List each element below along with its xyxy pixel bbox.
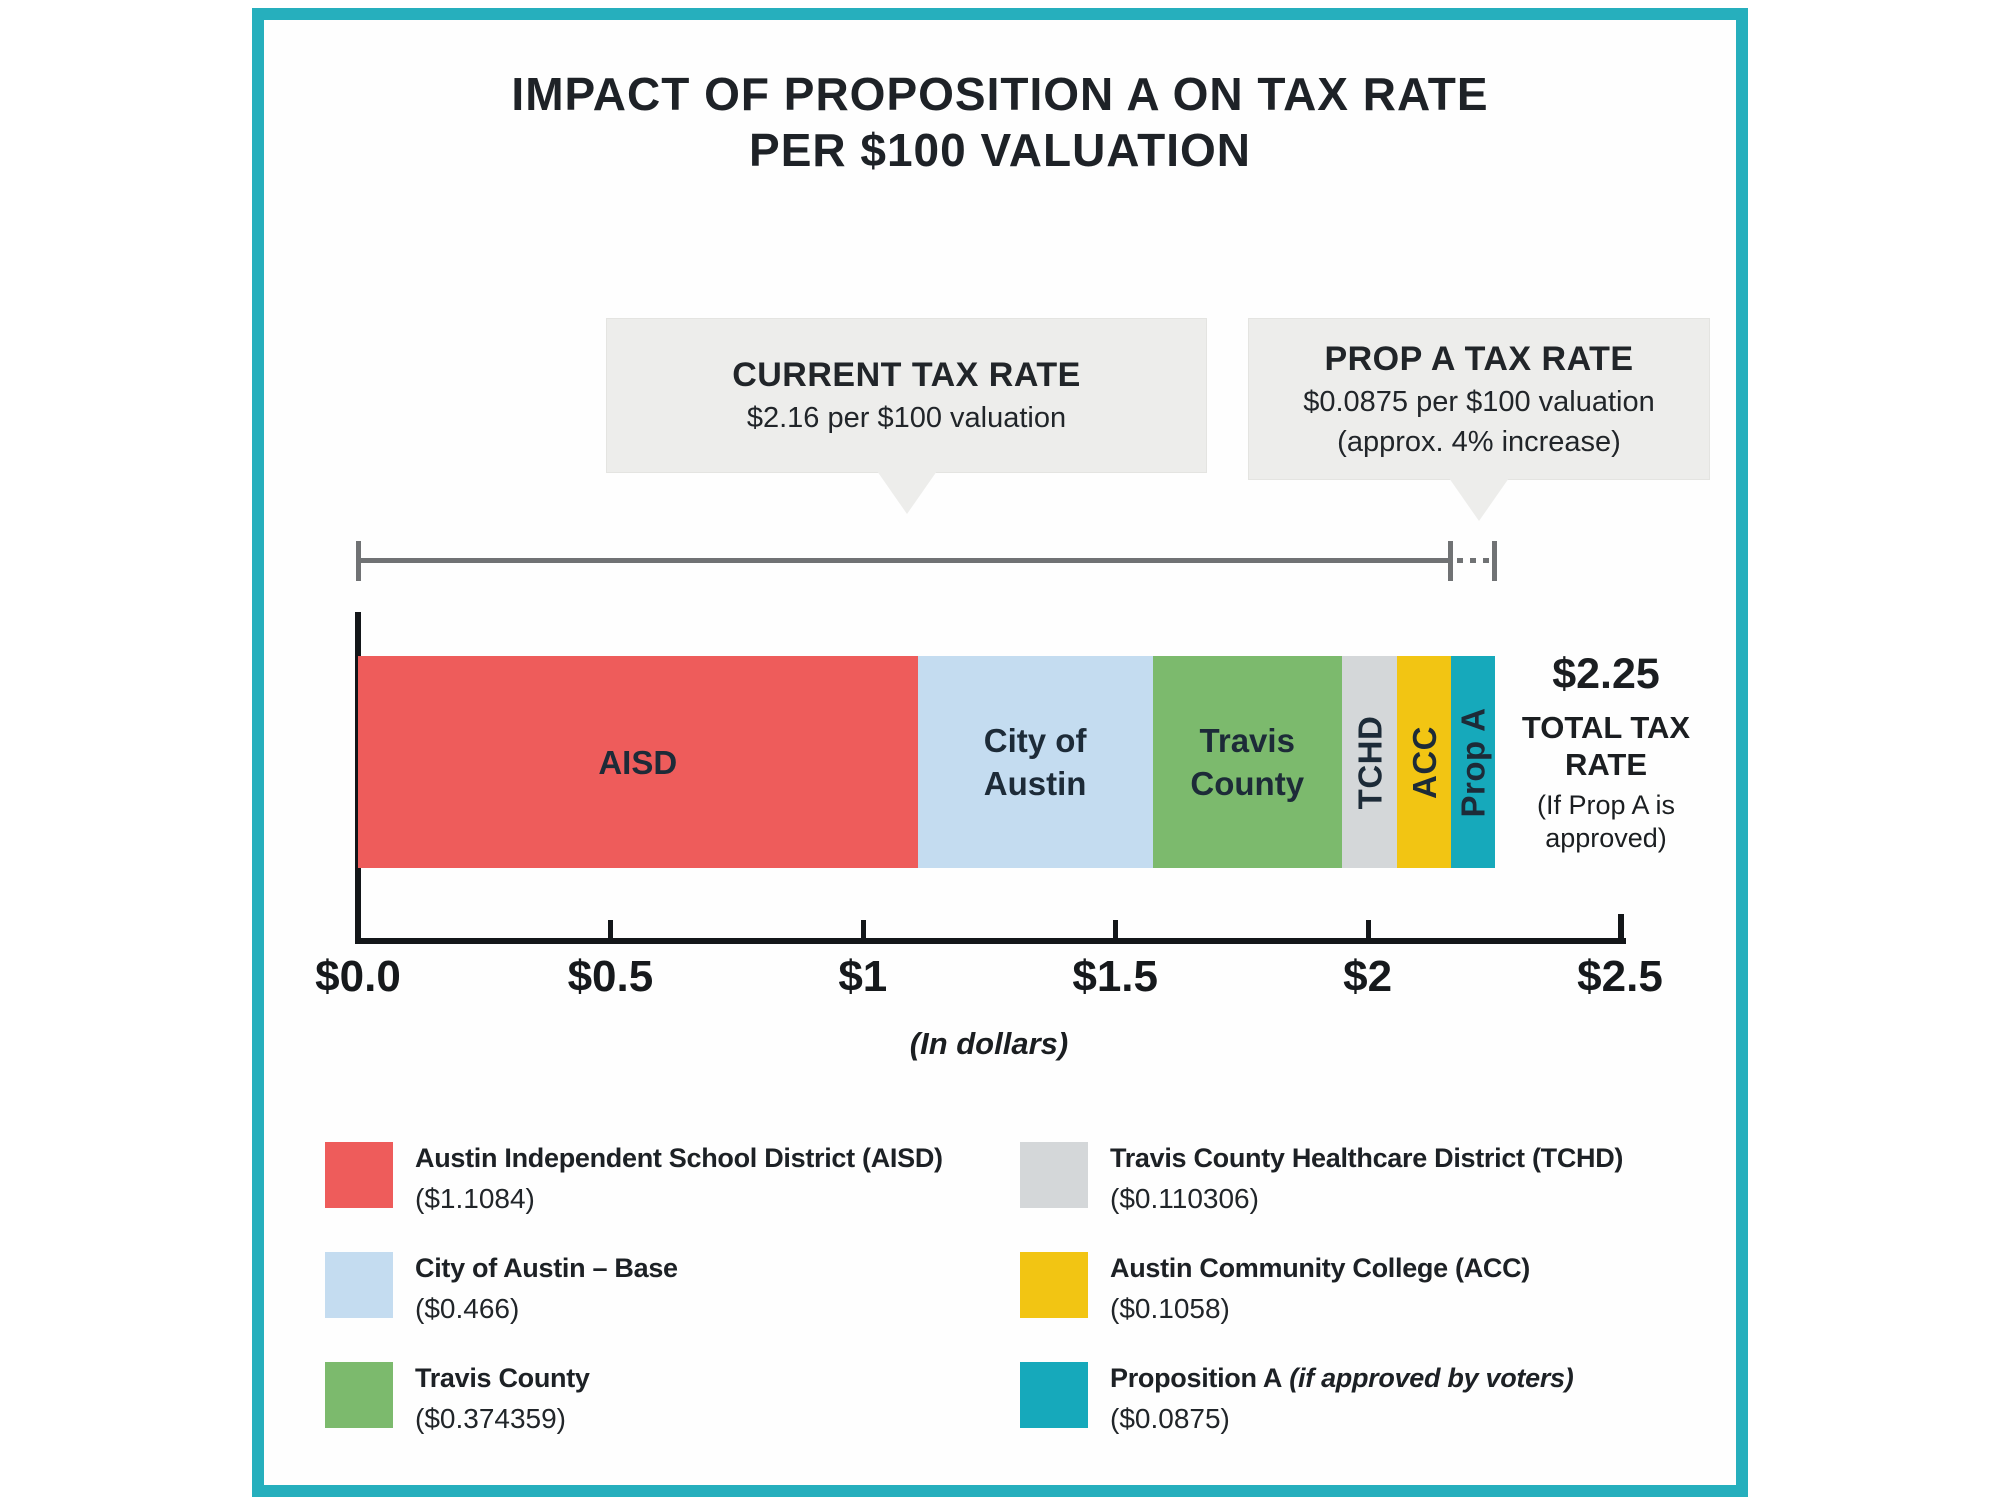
legend-column-right: Travis County Healthcare District (TCHD)… bbox=[1020, 1142, 1623, 1435]
bar-segment-prop-a: Prop A bbox=[1450, 656, 1495, 868]
infographic-card: IMPACT OF PROPOSITION A ON TAX RATE PER … bbox=[252, 8, 1748, 1497]
legend-label-city-of-austin: City of Austin – Base bbox=[415, 1253, 678, 1283]
prop-a-tax-rate-note: (approx. 4% increase) bbox=[1337, 425, 1621, 458]
current-tax-rate-detail: $2.16 per $100 valuation bbox=[746, 402, 1067, 434]
legend-column-left: Austin Independent School District (AISD… bbox=[325, 1142, 943, 1435]
stacked-tax-bar: AISD City of Austin Travis County TCHD ACC Prop… bbox=[358, 656, 1495, 868]
x-axis-ticklabel: $0.5 bbox=[567, 952, 654, 1001]
bar-segment-travis-county: Travis County bbox=[1152, 656, 1342, 868]
bracket-dotted-extension bbox=[1456, 558, 1489, 563]
legend-value-travis-county: ($0.374359) bbox=[415, 1403, 567, 1434]
bar-segment-acc: ACC bbox=[1397, 656, 1451, 868]
legend-item-travis-county: Travis County ($0.374359) bbox=[325, 1362, 943, 1435]
legend-label-travis-county: Travis County bbox=[415, 1363, 590, 1393]
x-axis-ticklabel: $2 bbox=[1343, 952, 1393, 1001]
legend-value-tchd: ($0.110306) bbox=[1110, 1183, 1259, 1214]
x-axis-tick-0.5 bbox=[608, 920, 614, 938]
legend-label-aisd: Austin Independent School District (AISD… bbox=[415, 1143, 943, 1173]
prop-a-tax-rate-heading: PROP A TAX RATE bbox=[1324, 339, 1634, 378]
bracket-current-rate-cap bbox=[1447, 541, 1453, 581]
prop-a-tax-rate-callout: PROP A TAX RATE $0.0875 per $100 valuati… bbox=[1248, 318, 1710, 480]
x-axis-ticklabel: $0.0 bbox=[315, 952, 401, 1001]
legend-item-aisd: Austin Independent School District (AISD… bbox=[325, 1142, 943, 1215]
current-tax-rate-callout: CURRENT TAX RATE $2.16 per $100 valuatio… bbox=[606, 318, 1207, 473]
x-axis-ticklabel: $1 bbox=[838, 952, 888, 1001]
total-tax-rate-label: TOTAL TAX RATE bbox=[1521, 710, 1691, 782]
legend-label-prop-a: Proposition A (if approved by voters) bbox=[1110, 1363, 1574, 1393]
bar-segment-label-city-of-austin: City of Austin bbox=[983, 722, 1087, 802]
bar-segment-aisd: AISD bbox=[358, 656, 918, 868]
legend-swatch-city-of-austin bbox=[325, 1252, 393, 1318]
x-axis-ticklabel: $1.5 bbox=[1072, 952, 1159, 1001]
x-axis-line bbox=[355, 938, 1626, 944]
x-axis-ticklabel: $2.5 bbox=[1577, 952, 1663, 1001]
prop-a-tax-rate-detail: $0.0875 per $100 valuation bbox=[1303, 385, 1655, 418]
legend-item-tchd: Travis County Healthcare District (TCHD)… bbox=[1020, 1142, 1623, 1215]
x-axis-tick-1.5 bbox=[1113, 920, 1119, 938]
legend-value-prop-a: ($0.0875) bbox=[1110, 1403, 1230, 1434]
bar-segment-label-travis-county: Travis County bbox=[1190, 722, 1305, 802]
legend-text-travis-county: Travis County ($0.374359) bbox=[415, 1362, 590, 1435]
bracket-left-cap bbox=[356, 541, 361, 581]
legend-text-tchd: Travis County Healthcare District (TCHD)… bbox=[1110, 1142, 1623, 1215]
legend-label-tchd: Travis County Healthcare District (TCHD) bbox=[1110, 1143, 1624, 1173]
x-axis-tick-1 bbox=[860, 920, 866, 938]
legend-text-acc: Austin Community College (ACC) ($0.1058) bbox=[1110, 1252, 1530, 1325]
bracket-solid-line bbox=[358, 558, 1451, 563]
page-title-line-1: IMPACT OF PROPOSITION A ON TAX RATE bbox=[511, 68, 1489, 120]
legend-item-city-of-austin: City of Austin – Base ($0.466) bbox=[325, 1252, 943, 1325]
bar-segment-label-prop-a: Prop A bbox=[1454, 707, 1492, 817]
legend-text-prop-a: Proposition A (if approved by voters) ($0… bbox=[1110, 1362, 1574, 1435]
legend-value-city-of-austin: ($0.466) bbox=[415, 1293, 520, 1324]
legend-text-aisd: Austin Independent School District (AISD… bbox=[415, 1142, 943, 1215]
legend-swatch-acc bbox=[1020, 1252, 1088, 1318]
bar-segment-label-aisd: AISD bbox=[598, 743, 678, 781]
legend-item-prop-a: Proposition A (if approved by voters) ($0… bbox=[1020, 1362, 1623, 1435]
total-tax-rate-block: $2.25 TOTAL TAX RATE (If Prop A is appro… bbox=[1500, 650, 1712, 855]
legend-swatch-prop-a bbox=[1020, 1362, 1088, 1428]
bracket-prop-a-cap bbox=[1491, 541, 1497, 581]
x-axis-tick-2 bbox=[1365, 920, 1371, 938]
current-tax-rate-heading: CURRENT TAX RATE bbox=[732, 356, 1081, 394]
total-tax-rate-amount: $2.25 bbox=[1552, 650, 1660, 698]
legend-swatch-tchd bbox=[1020, 1142, 1088, 1208]
page-title-line-2: PER $100 VALUATION bbox=[749, 124, 1251, 176]
bar-segment-tchd: TCHD bbox=[1341, 656, 1398, 868]
legend-value-acc: ($0.1058) bbox=[1110, 1293, 1230, 1324]
x-axis-tick-2.5 bbox=[1618, 914, 1624, 938]
legend-item-acc: Austin Community College (ACC) ($0.1058) bbox=[1020, 1252, 1623, 1325]
total-tax-rate-note: (If Prop A is approved) bbox=[1536, 790, 1676, 853]
legend-label-acc: Austin Community College (ACC) bbox=[1110, 1253, 1530, 1283]
legend-swatch-aisd bbox=[325, 1142, 393, 1208]
x-axis-caption: (In dollars) bbox=[909, 1026, 1069, 1061]
bar-segment-label-tchd: TCHD bbox=[1351, 715, 1389, 809]
page-title: IMPACT OF PROPOSITION A ON TAX RATE PER … bbox=[264, 66, 1736, 178]
bar-segment-city-of-austin: City of Austin bbox=[917, 656, 1153, 868]
legend-swatch-travis-county bbox=[325, 1362, 393, 1428]
legend-value-aisd: ($1.1084) bbox=[415, 1183, 535, 1214]
bar-segment-label-acc: ACC bbox=[1405, 725, 1443, 799]
legend-text-city-of-austin: City of Austin – Base ($0.466) bbox=[415, 1252, 678, 1325]
